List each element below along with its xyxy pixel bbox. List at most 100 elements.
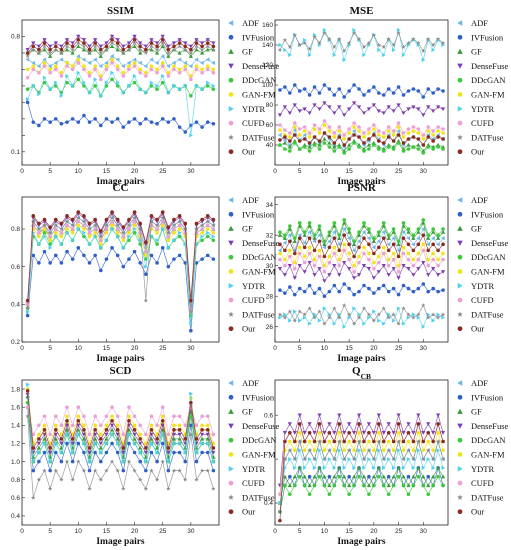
data-point bbox=[332, 131, 337, 135]
data-point bbox=[312, 273, 317, 277]
data-point bbox=[367, 227, 371, 231]
data-point bbox=[65, 61, 69, 65]
data-point bbox=[183, 67, 188, 72]
data-point bbox=[48, 87, 53, 92]
data-point bbox=[327, 87, 332, 91]
data-point bbox=[93, 57, 97, 62]
data-point bbox=[121, 230, 126, 235]
legend-label: Our bbox=[242, 324, 255, 334]
data-point bbox=[76, 57, 81, 62]
data-point bbox=[347, 492, 351, 497]
data-point bbox=[283, 257, 287, 262]
data-point bbox=[282, 315, 288, 320]
data-point bbox=[93, 47, 98, 52]
data-point bbox=[322, 270, 327, 274]
data-point bbox=[138, 50, 143, 55]
data-point bbox=[65, 223, 69, 228]
data-point bbox=[372, 85, 376, 89]
data-point bbox=[177, 87, 182, 92]
data-point bbox=[76, 61, 81, 65]
data-point bbox=[121, 245, 126, 250]
legend-label: GF bbox=[471, 407, 482, 417]
data-point bbox=[298, 318, 302, 323]
data-point bbox=[381, 245, 386, 250]
data-point bbox=[307, 131, 312, 135]
data-point bbox=[317, 224, 322, 228]
data-point bbox=[36, 44, 41, 49]
data-point bbox=[166, 50, 171, 55]
data-point bbox=[42, 75, 47, 80]
data-point bbox=[406, 439, 411, 444]
data-point bbox=[297, 236, 302, 240]
data-point bbox=[297, 42, 302, 47]
data-point bbox=[302, 132, 307, 138]
data-point bbox=[391, 147, 396, 151]
data-point bbox=[396, 103, 401, 108]
data-point bbox=[278, 315, 283, 320]
data-point bbox=[401, 245, 406, 250]
legend-marker bbox=[228, 197, 234, 203]
data-point bbox=[347, 147, 351, 151]
data-point bbox=[76, 54, 80, 59]
legend-label: CUFD bbox=[471, 118, 494, 128]
legend-label: YDTR bbox=[471, 281, 494, 291]
data-point bbox=[342, 242, 346, 247]
series-line bbox=[27, 35, 214, 50]
data-point bbox=[104, 64, 109, 68]
data-point bbox=[436, 129, 440, 133]
data-point bbox=[54, 234, 58, 239]
data-point bbox=[347, 137, 351, 141]
data-point bbox=[381, 44, 386, 49]
data-point bbox=[177, 423, 182, 428]
data-point bbox=[37, 423, 41, 428]
data-point bbox=[426, 315, 431, 320]
data-point bbox=[337, 145, 342, 149]
data-point bbox=[166, 230, 171, 235]
series-line bbox=[279, 475, 444, 512]
data-point bbox=[127, 418, 131, 423]
data-point bbox=[436, 87, 440, 91]
data-point bbox=[426, 289, 431, 294]
data-point bbox=[312, 315, 317, 320]
data-point bbox=[436, 430, 440, 435]
data-point bbox=[104, 238, 109, 243]
legend-label: ADF bbox=[242, 195, 259, 205]
data-point bbox=[36, 441, 41, 446]
data-point bbox=[277, 233, 283, 237]
data-point bbox=[70, 41, 75, 46]
data-point bbox=[351, 474, 357, 479]
series-ivfusion bbox=[25, 246, 216, 333]
data-point bbox=[426, 263, 431, 268]
data-point bbox=[332, 135, 337, 139]
data-point bbox=[436, 465, 441, 470]
data-point bbox=[312, 448, 317, 453]
data-point bbox=[436, 273, 441, 277]
data-point bbox=[297, 474, 302, 479]
legend-marker bbox=[457, 20, 463, 26]
data-point bbox=[436, 263, 440, 268]
data-point bbox=[282, 240, 287, 245]
data-point bbox=[381, 131, 386, 135]
data-point bbox=[65, 405, 69, 409]
data-point bbox=[205, 223, 210, 228]
data-point bbox=[426, 135, 431, 139]
data-point bbox=[411, 135, 416, 139]
data-point bbox=[110, 210, 114, 214]
data-point bbox=[87, 446, 92, 450]
data-point bbox=[200, 436, 205, 441]
legend-label: DenseFuse bbox=[471, 421, 509, 431]
data-point bbox=[99, 432, 103, 437]
data-point bbox=[160, 80, 165, 85]
data-point bbox=[297, 264, 302, 268]
data-point bbox=[377, 129, 381, 133]
data-point bbox=[436, 289, 440, 294]
data-point bbox=[93, 41, 97, 45]
data-point bbox=[352, 465, 357, 470]
data-point bbox=[337, 129, 342, 133]
data-point bbox=[115, 428, 120, 432]
data-point bbox=[138, 423, 142, 428]
data-point bbox=[362, 135, 366, 139]
data-point bbox=[59, 261, 64, 265]
legend-label: Our bbox=[471, 147, 484, 157]
data-point bbox=[441, 448, 445, 453]
